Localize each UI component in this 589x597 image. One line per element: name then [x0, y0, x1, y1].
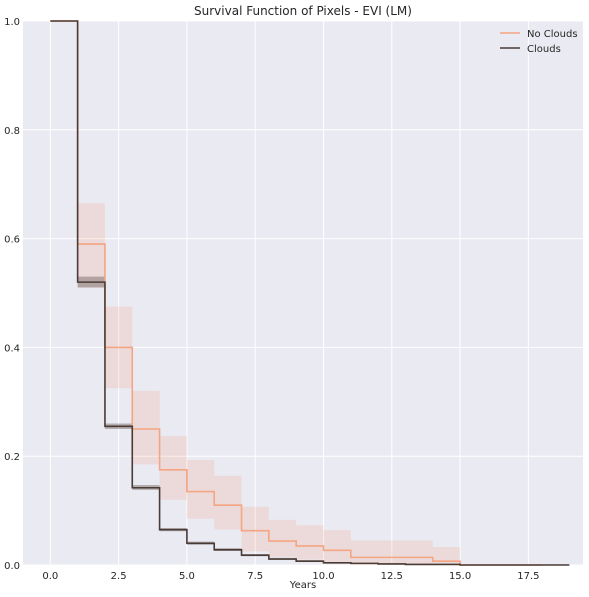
chart-title: Survival Function of Pixels - EVI (LM) [194, 4, 412, 18]
tick-labels: 0.0 2.5 5.0 7.5 10.0 12.5 15.0 17.5 0.0 0.2 0.4 0.6… [4, 17, 539, 582]
legend-label-clouds: Clouds [527, 44, 561, 55]
x-tick-label: 5.0 [179, 571, 195, 582]
series-line-no-clouds [50, 20, 543, 566]
plot-area [23, 21, 583, 565]
x-tick-label: 15.0 [449, 571, 471, 582]
y-tick-label: 1.0 [4, 17, 20, 28]
x-tick-label: 0.0 [42, 571, 58, 582]
y-tick-label: 0.8 [4, 126, 20, 137]
x-tick-label: 17.5 [517, 571, 539, 582]
x-tick-label: 12.5 [381, 571, 403, 582]
survival-lines [50, 20, 570, 566]
y-tick-label: 0.6 [4, 235, 20, 246]
series-line-clouds [50, 20, 570, 566]
y-tick-label: 0.2 [4, 452, 20, 463]
legend: No Clouds Clouds [500, 29, 578, 55]
legend-label-no-clouds: No Clouds [527, 29, 578, 40]
x-tick-label: 10.0 [312, 571, 334, 582]
y-tick-label: 0.0 [4, 561, 20, 572]
x-tick-label: 2.5 [111, 571, 127, 582]
x-tick-label: 7.5 [247, 571, 263, 582]
x-axis-label: Years [289, 580, 316, 591]
y-tick-label: 0.4 [4, 343, 20, 354]
